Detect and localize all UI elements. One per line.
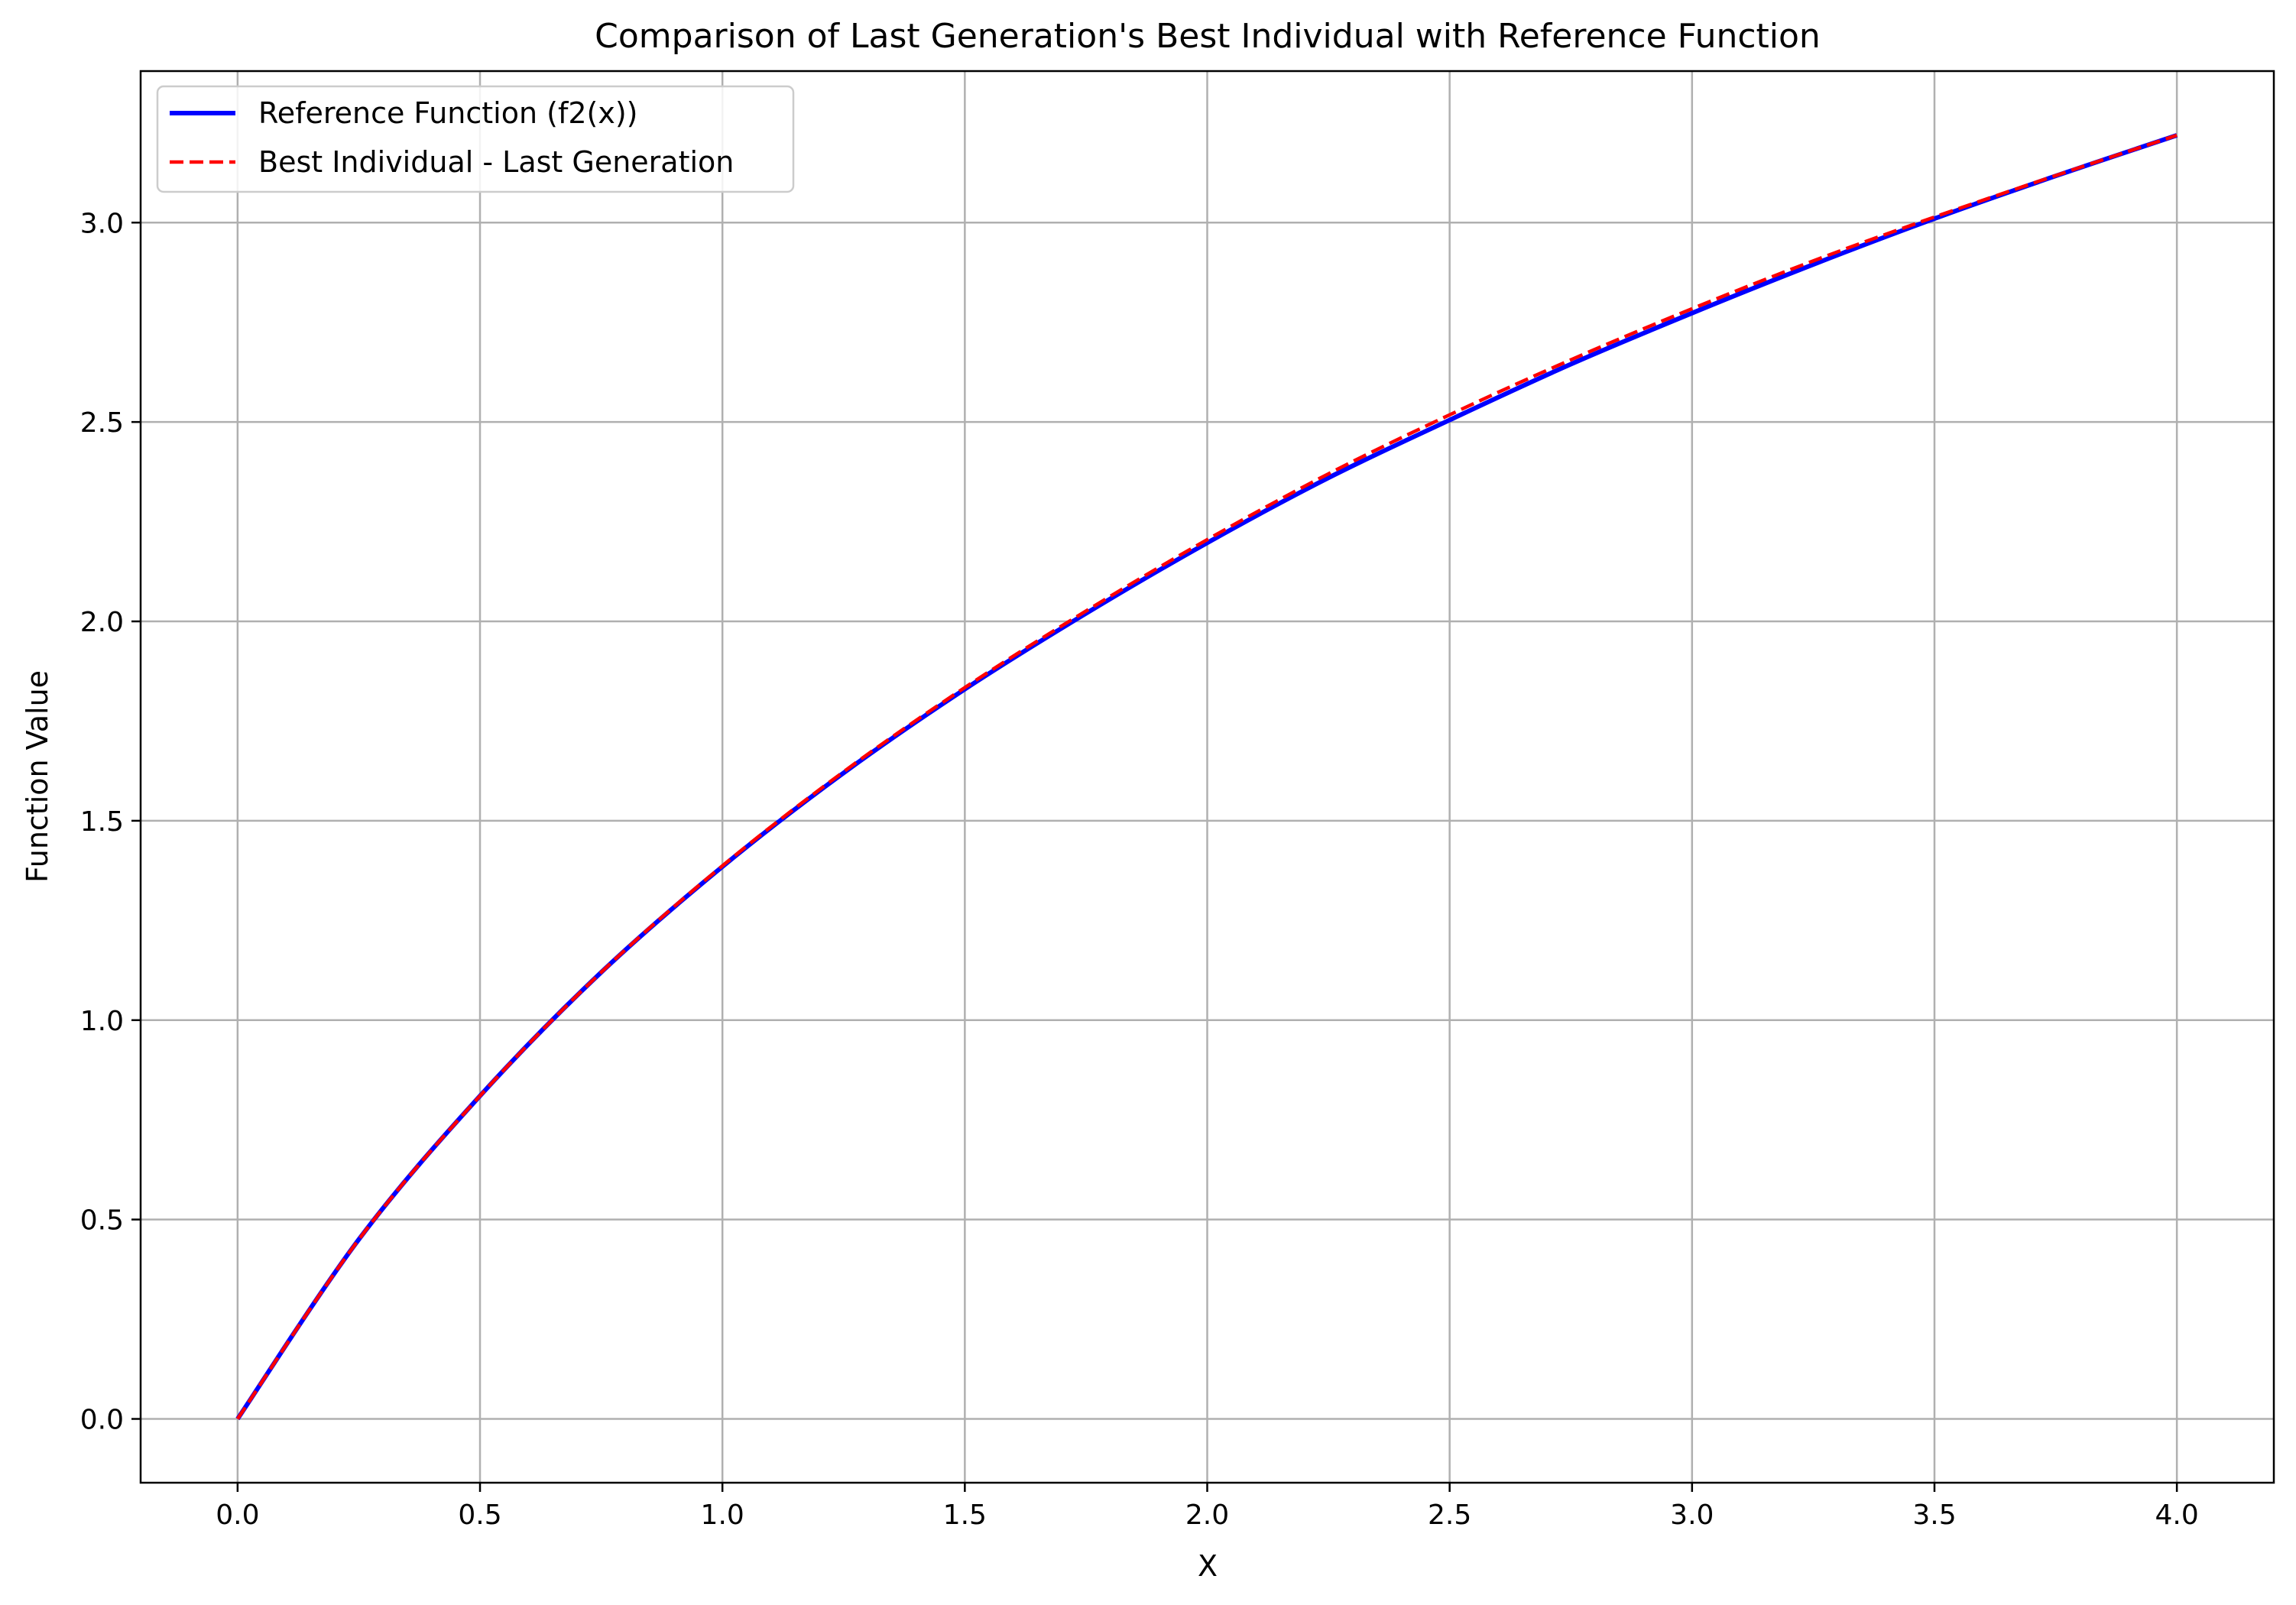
legend-box <box>156 85 795 193</box>
series-layer <box>235 133 2178 1421</box>
x-tick-label: 3.0 <box>1670 1500 1714 1531</box>
grid <box>141 71 2274 1483</box>
series-line-best-individual <box>235 133 2178 1420</box>
x-axis-label: X <box>1198 1549 1218 1583</box>
y-tick-label: 1.0 <box>80 1006 124 1037</box>
x-tick-label: 0.5 <box>458 1500 501 1531</box>
x-tick-label: 2.5 <box>1428 1500 1471 1531</box>
y-tick-label: 2.5 <box>80 407 124 439</box>
x-tick-label: 1.0 <box>701 1500 744 1531</box>
y-tick-label: 0.5 <box>80 1205 124 1237</box>
chart-title: Comparison of Last Generation's Best Ind… <box>595 17 1821 56</box>
x-tick-label: 1.5 <box>943 1500 987 1531</box>
y-tick-label: 0.0 <box>80 1405 124 1436</box>
y-axis-ticks: 0.0 0.5 1.0 1.5 2.0 2.5 3.0 <box>80 208 141 1436</box>
y-tick-label: 1.5 <box>80 806 124 838</box>
x-tick-label: 3.5 <box>1912 1500 1956 1531</box>
legend-label-best-individual: Best Individual - Last Generation <box>258 145 734 179</box>
y-axis-label: Function Value <box>21 670 54 883</box>
legend: Reference Function (f2(x)) Best Individu… <box>156 85 795 193</box>
x-axis-ticks: 0.0 0.5 1.0 1.5 2.0 2.5 3.0 3.5 4.0 <box>216 1483 2199 1531</box>
y-tick-label: 2.0 <box>80 607 124 638</box>
x-tick-label: 2.0 <box>1185 1500 1229 1531</box>
x-tick-label: 4.0 <box>2155 1500 2199 1531</box>
x-tick-label: 0.0 <box>216 1500 259 1531</box>
y-tick-label: 3.0 <box>80 208 124 239</box>
legend-label-reference: Reference Function (f2(x)) <box>258 96 638 130</box>
